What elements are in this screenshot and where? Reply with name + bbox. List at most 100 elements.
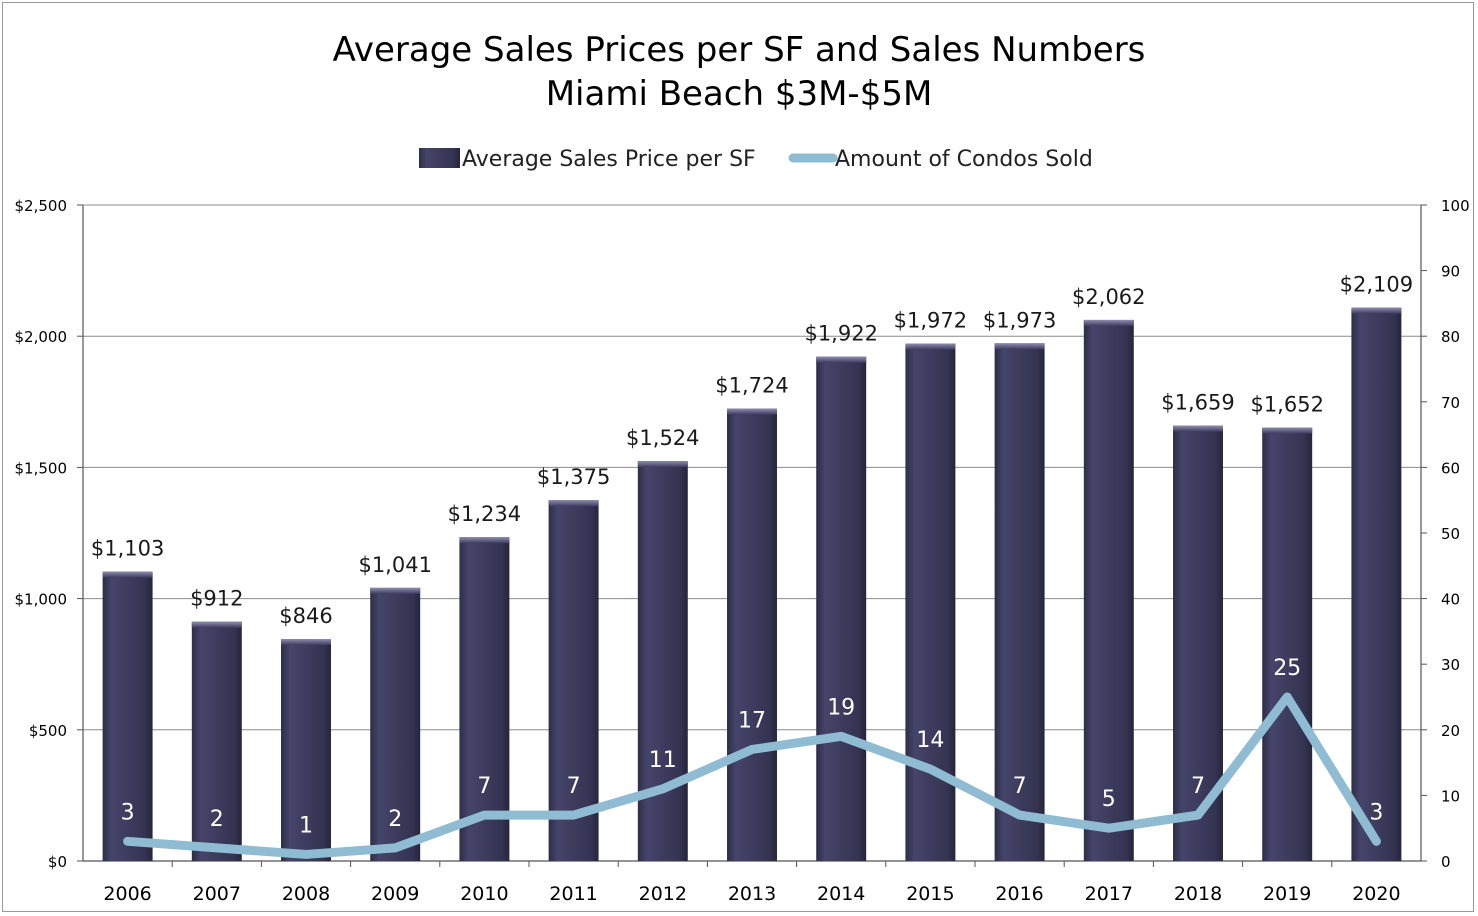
line-series — [123, 692, 1381, 859]
bar — [905, 343, 956, 861]
line-data-label: 17 — [738, 708, 766, 733]
bar — [727, 408, 777, 861]
y-axis-right-tick-label: 60 — [1441, 459, 1460, 477]
line-point — [751, 748, 753, 751]
bar-cap — [459, 537, 510, 544]
bar-data-label: $1,041 — [358, 553, 431, 577]
legend-label-line: Amount of Condos Sold — [835, 147, 1093, 172]
bar-data-labels: $1,103 $912 $846 $1,041 $1,234 $1,375 $1,524 $1… — [91, 273, 1413, 628]
bar-data-label: $1,973 — [983, 308, 1056, 332]
bar-body — [370, 587, 421, 861]
bar-cap — [1262, 427, 1313, 434]
bar-body — [548, 500, 599, 861]
bar-body — [994, 343, 1045, 861]
bar — [1262, 427, 1313, 861]
bar-cap — [994, 343, 1045, 350]
x-axis-tick-label: 2008 — [282, 883, 330, 905]
bar-body — [727, 408, 777, 861]
legend: Average Sales Price per SF Amount of Con… — [419, 147, 1093, 172]
bar — [1083, 319, 1134, 861]
x-axis-tick-label: 2013 — [728, 883, 776, 905]
x-axis: 2006 2007 2008 2009 2010 2011 2012 2013 2014 2015… — [103, 861, 1401, 905]
bar-data-label: $1,103 — [91, 537, 164, 561]
line-data-label: 1 — [299, 813, 313, 838]
line-point — [1375, 840, 1378, 843]
y-axis-right: 0 10 20 30 40 50 60 70 80 90 100 — [1420, 197, 1470, 871]
bar-body — [102, 571, 153, 861]
line-point — [483, 814, 486, 817]
line-point — [394, 846, 397, 849]
line-point — [661, 787, 664, 790]
y-axis-left: $0 $500 $1,000 $1,500 $2,000 $2,500 — [15, 197, 84, 871]
line-data-label: 3 — [121, 800, 135, 825]
line-data-label: 5 — [1102, 787, 1116, 812]
line-data-label: 7 — [477, 774, 491, 799]
bar-body — [637, 461, 688, 861]
bar-data-label: $912 — [190, 587, 243, 611]
chart-title: Average Sales Prices per SF and Sales Nu… — [333, 30, 1146, 70]
bar — [102, 571, 153, 861]
bar-body — [1083, 319, 1134, 861]
bar-cap — [1351, 307, 1402, 314]
x-axis-tick-label: 2007 — [193, 883, 241, 905]
x-axis-tick-label: 2015 — [906, 883, 954, 905]
line-data-label: 3 — [1369, 800, 1383, 825]
bar-cap — [905, 343, 956, 350]
bar-data-label: $1,724 — [715, 374, 788, 398]
bar-body — [905, 343, 956, 861]
line-data-label: 14 — [916, 728, 944, 753]
y-axis-right-tick-label: 30 — [1441, 656, 1460, 674]
line-data-label: 7 — [1191, 774, 1205, 799]
legend-label-bars: Average Sales Price per SF — [462, 147, 756, 172]
bar — [281, 639, 331, 861]
bar-cap — [548, 500, 599, 507]
x-axis-tick-label: 2019 — [1263, 883, 1311, 905]
line-point — [929, 768, 932, 771]
line-data-label: 7 — [1013, 774, 1027, 799]
bar — [816, 356, 867, 861]
line-point — [840, 735, 843, 738]
bar — [1351, 307, 1402, 861]
bar-body — [1351, 307, 1402, 861]
bar-body — [1262, 427, 1313, 861]
bar-data-label: $1,652 — [1250, 393, 1323, 417]
x-axis-tick-label: 2009 — [371, 883, 419, 905]
line-point — [572, 814, 575, 817]
line-point — [126, 840, 129, 843]
bar-cap — [102, 571, 153, 578]
bar-data-label: $1,234 — [448, 502, 521, 526]
bar-data-label: $2,109 — [1340, 273, 1413, 297]
bar-body — [191, 621, 242, 861]
y-axis-right-tick-label: 100 — [1441, 197, 1470, 215]
chart-canvas: Average Sales Prices per SF and Sales Nu… — [15, 30, 1470, 905]
y-axis-right-tick-label: 70 — [1441, 394, 1460, 412]
line-point — [305, 853, 307, 856]
bar — [994, 343, 1045, 861]
y-axis-right-tick-label: 10 — [1441, 787, 1460, 805]
y-axis-right-tick-label: 20 — [1441, 722, 1460, 740]
line-point — [1286, 696, 1289, 698]
line-data-label: 2 — [210, 807, 224, 832]
y-axis-left-tick-label: $2,500 — [15, 197, 68, 215]
bar-data-label: $1,375 — [537, 465, 610, 489]
y-axis-left-tick-label: $0 — [48, 853, 67, 871]
y-axis-right-tick-label: 80 — [1441, 328, 1460, 346]
bar-body — [281, 639, 331, 861]
bar-data-label: $1,659 — [1161, 391, 1234, 415]
bar — [637, 461, 688, 861]
y-axis-left-tick-label: $1,000 — [15, 591, 68, 609]
x-axis-tick-label: 2011 — [549, 883, 597, 905]
bar-cap — [1083, 319, 1134, 326]
x-axis-tick-label: 2012 — [639, 883, 687, 905]
line-point — [1197, 814, 1199, 817]
line-data-label: 2 — [388, 807, 402, 832]
bar — [459, 537, 510, 861]
line-point — [1107, 827, 1110, 830]
bar — [191, 621, 242, 861]
bar-body — [459, 537, 510, 861]
bar-data-label: $1,972 — [894, 309, 967, 333]
x-axis-tick-label: 2017 — [1085, 883, 1133, 905]
bar-cap — [727, 408, 777, 415]
chart-subtitle: Miami Beach $3M-$5M — [546, 74, 933, 114]
line-data-labels: 3 2 1 2 7 7 11 17 19 14 7 5 7 25 3 — [121, 656, 1384, 838]
